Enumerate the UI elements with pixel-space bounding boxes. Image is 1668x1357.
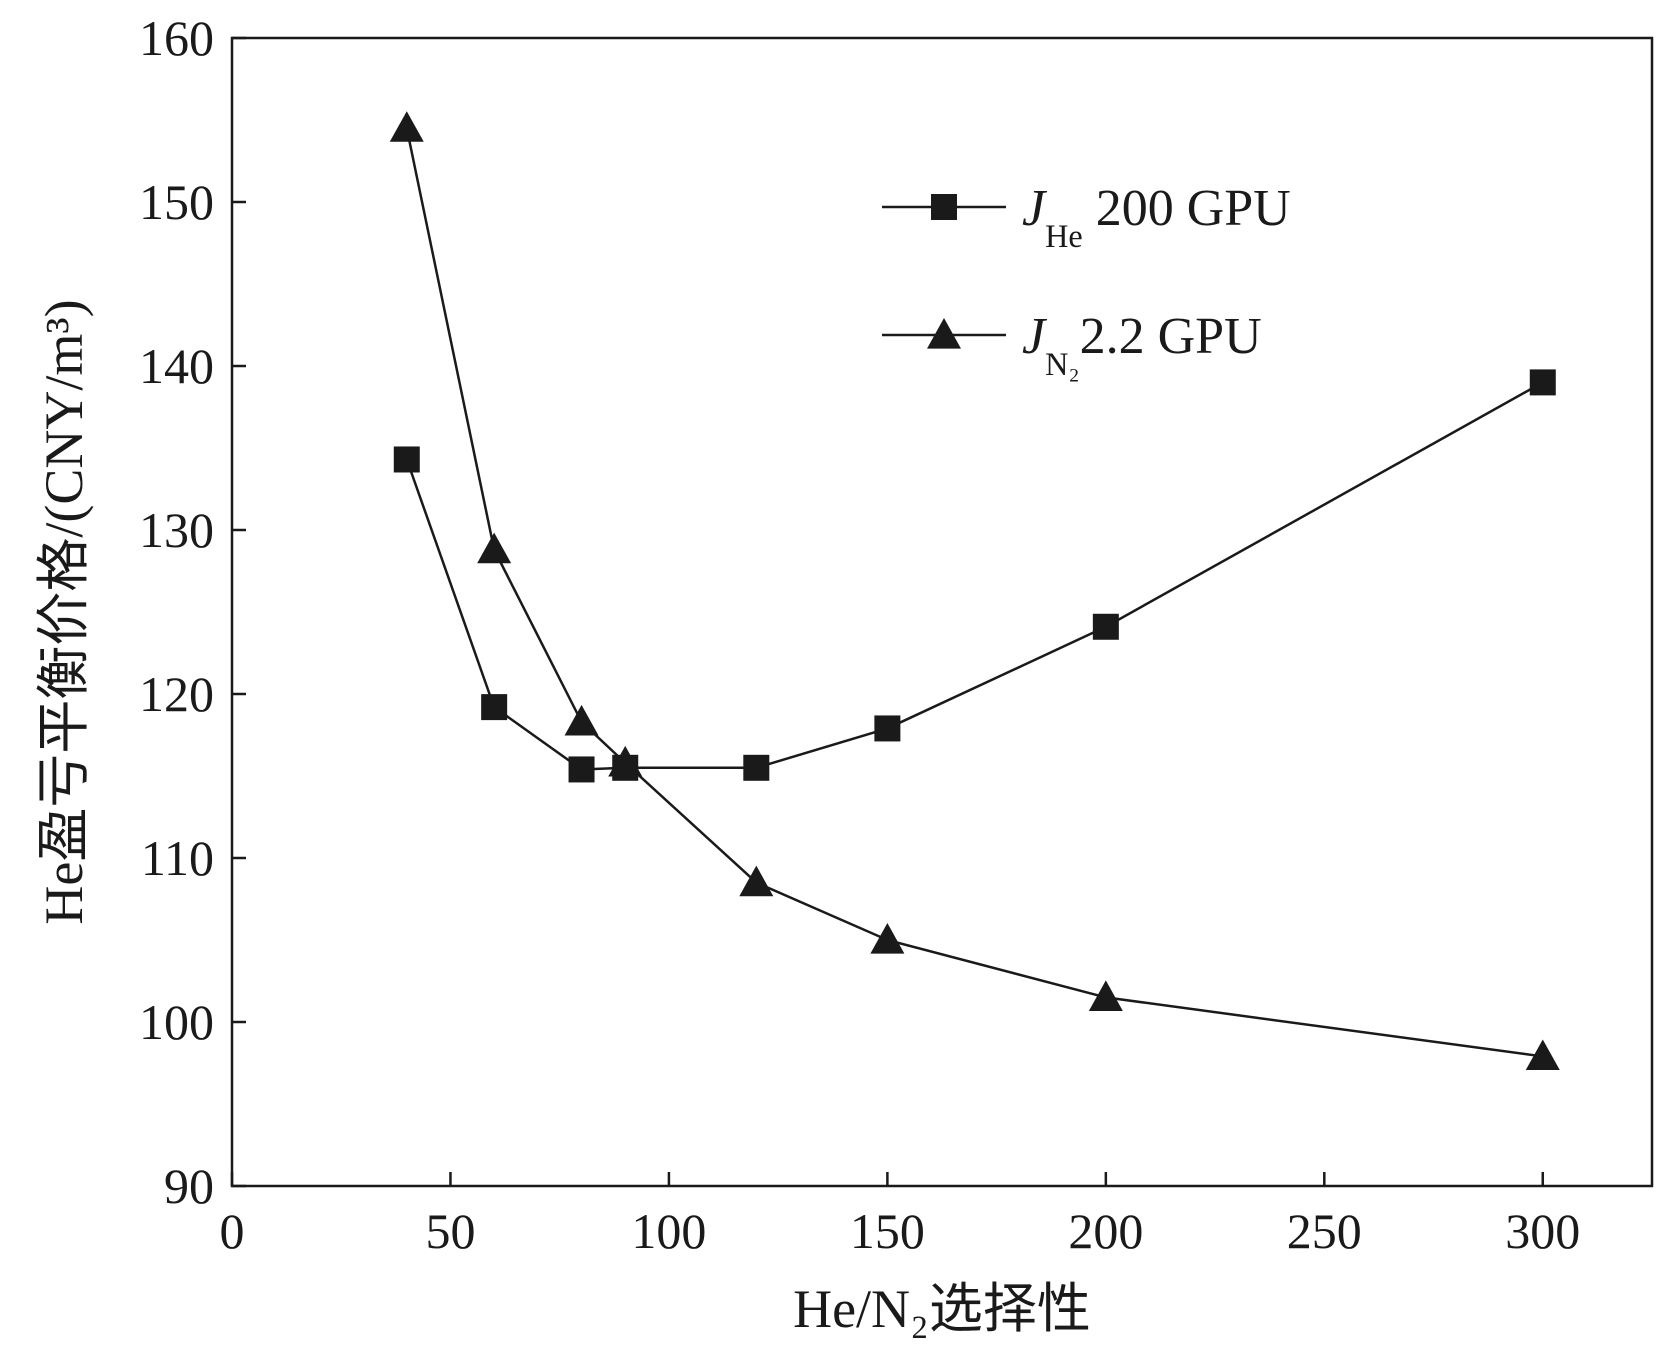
legend-label-2: JN₂2.2 GPU (1022, 308, 1262, 382)
x-tick-label: 250 (1287, 1203, 1362, 1259)
y-tick-labels: 90 100 110 120 130 140 150 160 (139, 10, 214, 1214)
y-tick-label: 120 (139, 666, 214, 722)
data-point-triangle (564, 704, 599, 736)
data-point-square (1092, 613, 1119, 640)
data-point-square (393, 446, 420, 473)
data-point-square (1529, 369, 1556, 396)
x-tick-labels: 0 50 100 150 200 250 300 (220, 1203, 1581, 1259)
y-tick-label: 150 (139, 174, 214, 230)
legend-label-1: JHe 200 GPU (1022, 180, 1291, 254)
series-line-2 (405, 127, 1543, 1058)
legend: JHe 200 GPU JN₂2.2 GPU (882, 180, 1291, 382)
y-tick-label: 140 (139, 338, 214, 394)
data-point-triangle (739, 865, 774, 897)
x-tick-label: 0 (220, 1203, 245, 1259)
x-axis-title: He/N₂选择性 (793, 1279, 1091, 1339)
x-tick-label: 150 (850, 1203, 925, 1259)
data-point-square (568, 756, 595, 783)
y-axis-title: He盈亏平衡价格/(CNY/m³) (34, 299, 94, 924)
y-tick-label: 100 (139, 994, 214, 1050)
data-point-triangle (1088, 980, 1123, 1011)
legend-marker-triangle (927, 318, 961, 349)
data-point-triangle (389, 111, 424, 142)
y-tick-label: 160 (139, 10, 214, 66)
x-tick-label: 50 (425, 1203, 475, 1259)
series-lines (405, 127, 1544, 1058)
data-point-triangle (870, 923, 905, 954)
series-markers (389, 111, 1560, 1071)
y-tick-label: 110 (141, 830, 214, 886)
data-point-triangle (608, 745, 643, 777)
data-point-square (481, 694, 508, 721)
plot-frame (230, 36, 1654, 1188)
y-tick-label: 130 (139, 502, 214, 558)
x-tick-label: 200 (1068, 1203, 1143, 1259)
tick-marks (230, 36, 1545, 1188)
data-point-square (743, 754, 770, 781)
data-point-triangle (1525, 1039, 1560, 1071)
data-point-triangle (477, 532, 512, 564)
legend-marker-square (931, 194, 957, 220)
x-tick-label: 300 (1505, 1203, 1580, 1259)
data-point-square (874, 715, 901, 742)
x-tick-label: 100 (631, 1203, 706, 1259)
series-line-1 (405, 381, 1544, 771)
y-tick-label: 90 (164, 1158, 214, 1214)
